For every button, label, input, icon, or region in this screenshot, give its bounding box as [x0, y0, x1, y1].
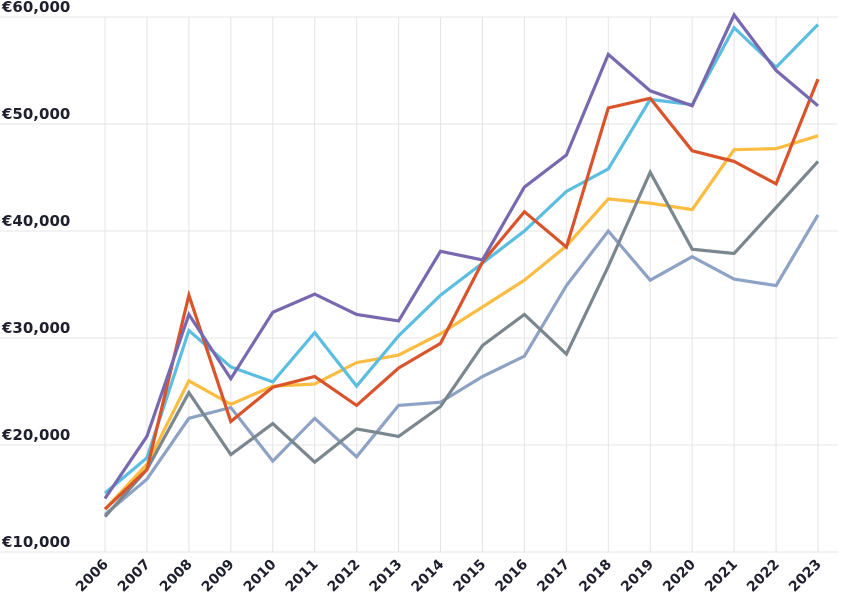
x-tick-label: 2021: [702, 557, 741, 596]
series-line-1: [103, 134, 819, 511]
x-tick-label: 2018: [576, 557, 615, 596]
x-tick-label: 2006: [73, 557, 112, 596]
x-tick-label: 2014: [408, 556, 447, 595]
x-tick-label: 2017: [534, 557, 573, 596]
y-tick-label: €20,000: [1, 426, 70, 444]
x-tick-label: 2020: [660, 556, 699, 595]
x-axis-tick-labels: 2006 2007 2008 2009 2010 2011 2012 2013 2014 2015…: [73, 556, 825, 595]
x-tick-label: 2019: [618, 557, 657, 596]
series-line-4: [103, 23, 820, 495]
y-tick-label: €30,000: [1, 319, 70, 337]
x-tick-label: 2010: [241, 556, 280, 595]
y-tick-label: €40,000: [1, 212, 70, 230]
x-tick-label: 2023: [786, 557, 825, 596]
x-tick-label: 2011: [283, 557, 322, 596]
y-tick-label: €50,000: [1, 105, 70, 123]
x-tick-label: 2016: [492, 557, 531, 596]
x-tick-label: 2012: [325, 557, 364, 596]
y-axis-tick-labels: €10,000 €20,000 €30,000 €40,000 €50,000 €60,0…: [1, 0, 70, 551]
x-tick-label: 2013: [367, 557, 406, 596]
x-tick-label: 2007: [115, 557, 154, 596]
y-tick-label: €10,000: [1, 533, 70, 551]
x-tick-label: 2015: [450, 557, 489, 596]
series-lines: [103, 11, 820, 518]
series-line-5: [103, 78, 820, 511]
x-tick-label: 2008: [157, 557, 196, 596]
x-tick-label: 2009: [199, 557, 238, 596]
vertical-gridlines: [104, 17, 819, 552]
series-line-3: [103, 160, 820, 518]
series-line-6: [103, 11, 820, 500]
y-tick-label: €60,000: [1, 0, 70, 16]
x-tick-label: 2022: [744, 557, 783, 596]
series-line-2: [103, 214, 820, 516]
